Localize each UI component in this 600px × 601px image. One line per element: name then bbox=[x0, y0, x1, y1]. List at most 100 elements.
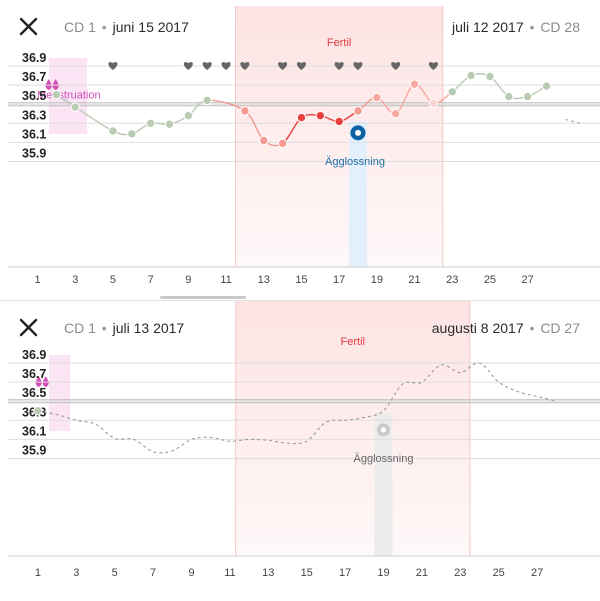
cycle-chart-panel[interactable]: Fertil35.936.136.336.536.736.91357911131… bbox=[0, 300, 600, 600]
cycle-day-label: CD 1 bbox=[64, 19, 96, 35]
temperature-point bbox=[485, 71, 495, 82]
y-tick-label: 36.5 bbox=[22, 89, 46, 103]
x-tick-label: 5 bbox=[112, 567, 118, 579]
temperature-point bbox=[202, 95, 212, 106]
temperature-point bbox=[259, 135, 269, 146]
y-tick-label: 36.5 bbox=[22, 386, 46, 400]
ovulation-band bbox=[374, 412, 393, 556]
y-tick-label: 36.1 bbox=[22, 424, 46, 438]
heart-icon bbox=[353, 62, 363, 70]
temperature-point bbox=[296, 112, 307, 123]
x-tick-label: 23 bbox=[454, 567, 466, 579]
temperature-point bbox=[127, 129, 137, 139]
temperature-point bbox=[466, 70, 476, 81]
x-tick-label: 27 bbox=[522, 274, 534, 286]
y-tick-label: 36.1 bbox=[22, 127, 46, 141]
x-tick-label: 3 bbox=[72, 274, 78, 286]
x-tick-label: 11 bbox=[220, 274, 231, 286]
cycle-start-header: CD 1 • juni 15 2017 bbox=[64, 19, 189, 35]
close-icon bbox=[19, 318, 38, 337]
cycle-end-header: augusti 8 2017 • CD 27 bbox=[432, 320, 580, 336]
cycle-chart-panel[interactable]: Fertil Menstruation 35.9 36.1 36.3 36.5 36.7 36… bbox=[0, 0, 600, 300]
temperature-point bbox=[183, 110, 194, 121]
x-tick-label: 9 bbox=[188, 567, 194, 579]
temperature-point bbox=[409, 79, 420, 89]
cycle-start-date: juni 15 2017 bbox=[112, 19, 189, 35]
y-tick-label: 36.7 bbox=[22, 367, 46, 381]
close-button[interactable] bbox=[16, 315, 42, 341]
temperature-point bbox=[541, 81, 552, 91]
temperature-point bbox=[108, 126, 118, 136]
separator-dot: • bbox=[101, 19, 107, 35]
x-tick-label: 27 bbox=[531, 567, 543, 579]
x-tick-label: 11 bbox=[224, 567, 235, 579]
temperature-point bbox=[334, 116, 344, 127]
fertile-window bbox=[235, 6, 443, 267]
heart-icon bbox=[183, 62, 193, 70]
heart-icon bbox=[240, 62, 250, 70]
projected-line bbox=[37, 362, 557, 454]
cycle-day-label: CD 1 bbox=[64, 320, 96, 336]
x-tick-label: 1 bbox=[34, 274, 40, 286]
fertile-window bbox=[235, 301, 470, 556]
heart-icon bbox=[391, 62, 401, 70]
temperature-point bbox=[391, 109, 401, 119]
separator-dot: • bbox=[529, 19, 535, 35]
heart-icon bbox=[334, 62, 344, 70]
y-tick-label: 36.7 bbox=[22, 70, 46, 84]
heart-icon bbox=[428, 62, 438, 70]
cycle-start-header: CD 1 • juli 13 2017 bbox=[64, 320, 184, 336]
x-tick-label: 23 bbox=[446, 274, 458, 286]
x-tick-label: 1 bbox=[35, 567, 41, 579]
heart-icon bbox=[221, 62, 231, 70]
temperature-point bbox=[447, 87, 457, 97]
cycle-start-date: juli 13 2017 bbox=[112, 320, 185, 336]
heart-icon bbox=[296, 62, 306, 70]
close-icon bbox=[19, 17, 38, 36]
menstruation-label: Menstruation bbox=[37, 89, 101, 101]
x-tick-label: 9 bbox=[185, 274, 191, 286]
separator-dot: • bbox=[101, 320, 107, 336]
y-tick-label: 36.9 bbox=[22, 51, 46, 65]
temperature-point bbox=[372, 92, 382, 103]
x-tick-label: 3 bbox=[73, 567, 79, 579]
fertile-label: Fertil bbox=[327, 37, 351, 49]
projected-line bbox=[565, 118, 581, 124]
fertile-label: Fertil bbox=[341, 336, 365, 348]
y-tick-label: 36.3 bbox=[22, 108, 46, 122]
horizontal-scrollbar[interactable] bbox=[160, 296, 246, 299]
y-tick-label: 36.9 bbox=[22, 348, 46, 362]
temperature-chart[interactable]: Fertil Menstruation 35.9 36.1 36.3 36.5 36.7 36… bbox=[0, 0, 600, 300]
temperature-point bbox=[145, 118, 156, 129]
temperature-point bbox=[522, 91, 533, 102]
x-tick-label: 19 bbox=[371, 274, 383, 286]
ovulation-band bbox=[349, 121, 367, 267]
cycle-end-day: CD 28 bbox=[540, 19, 580, 35]
temperature-point bbox=[504, 91, 514, 102]
temperature-point bbox=[51, 89, 62, 100]
x-tick-label: 15 bbox=[301, 567, 313, 579]
x-tick-label: 7 bbox=[148, 274, 154, 286]
temperature-point bbox=[70, 102, 80, 112]
heart-icon bbox=[278, 62, 288, 70]
menstruation-band bbox=[49, 355, 70, 431]
close-button[interactable] bbox=[16, 14, 42, 40]
y-tick-label: 35.9 bbox=[22, 147, 46, 161]
ovulation-label: Ägglossning bbox=[354, 453, 414, 465]
temperature-chart[interactable]: Fertil35.936.136.336.536.736.91357911131… bbox=[0, 301, 600, 601]
x-tick-label: 25 bbox=[493, 567, 505, 579]
cycle-end-date: augusti 8 2017 bbox=[431, 320, 524, 336]
heart-icon bbox=[108, 62, 118, 70]
x-tick-label: 5 bbox=[110, 274, 116, 286]
x-tick-label: 13 bbox=[262, 567, 274, 579]
temperature-point bbox=[277, 138, 288, 149]
ovulation-label: Ägglossning bbox=[325, 156, 385, 168]
cycle-end-day: CD 27 bbox=[540, 320, 580, 336]
x-tick-label: 17 bbox=[333, 274, 345, 286]
x-tick-label: 13 bbox=[258, 274, 270, 286]
ovulation-marker-center bbox=[355, 129, 361, 136]
x-tick-label: 17 bbox=[339, 567, 351, 579]
heart-icon bbox=[202, 62, 212, 70]
temperature-point bbox=[164, 119, 175, 129]
x-tick-label: 7 bbox=[150, 567, 156, 579]
